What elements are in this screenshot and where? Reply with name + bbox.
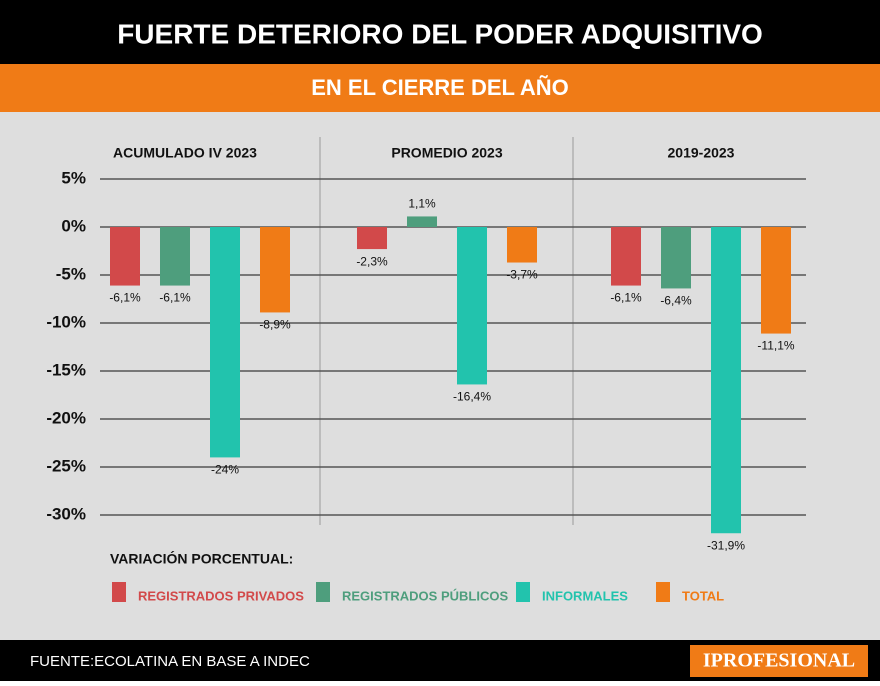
value-label: -24%: [211, 463, 239, 477]
bar: [210, 227, 240, 458]
group-label: 2019-2023: [668, 145, 735, 161]
legend-label: REGISTRADOS PÚBLICOS: [342, 588, 508, 603]
legend-label: REGISTRADOS PRIVADOS: [138, 588, 304, 603]
value-label: -3,7%: [506, 268, 538, 282]
bar: [457, 227, 487, 385]
y-tick-label: -15%: [46, 360, 86, 379]
logo: IPROFESIONAL: [703, 650, 855, 672]
value-label: -6,1%: [610, 291, 642, 305]
group-label: ACUMULADO IV 2023: [113, 145, 257, 161]
value-label: 1,1%: [408, 197, 436, 211]
bar: [661, 227, 691, 289]
y-tick-label: -30%: [46, 504, 86, 523]
legend-swatch: [112, 582, 126, 602]
legend-label: INFORMALES: [542, 588, 628, 603]
y-tick-label: -20%: [46, 408, 86, 427]
logo-box: [690, 645, 868, 677]
group-label: PROMEDIO 2023: [391, 145, 502, 161]
value-label: -11,1%: [757, 339, 794, 353]
chart-title: FUERTE DETERIORO DEL PODER ADQUISITIVO: [117, 18, 763, 49]
source: FUENTE:ECOLATINA EN BASE A INDEC: [30, 653, 310, 670]
value-label: -8,9%: [259, 318, 291, 332]
y-tick-label: -5%: [56, 264, 86, 283]
value-label: -6,4%: [660, 294, 692, 308]
bar: [407, 216, 437, 227]
bar: [761, 227, 791, 334]
value-label: -16,4%: [453, 390, 491, 404]
legend-label: TOTAL: [682, 588, 724, 603]
bar: [507, 227, 537, 263]
y-tick-label: 0%: [61, 216, 86, 235]
bar: [160, 227, 190, 286]
bar: [260, 227, 290, 313]
bar: [110, 227, 140, 286]
header: [0, 0, 880, 64]
y-tick-label: -10%: [46, 312, 86, 331]
y-tick-label: 5%: [61, 168, 86, 187]
bar: [711, 227, 741, 534]
value-label: -6,1%: [159, 291, 191, 305]
chart-subtitle: EN EL CIERRE DEL AÑO: [311, 75, 569, 100]
y-tick-label: -25%: [46, 456, 86, 475]
bar: [611, 227, 641, 286]
legend-swatch: [656, 582, 670, 602]
legend-swatch: [316, 582, 330, 602]
value-label: -6,1%: [109, 291, 141, 305]
legend-title: VARIACIÓN PORCENTUAL:: [110, 550, 293, 567]
value-label: -31,9%: [707, 538, 745, 552]
value-label: -2,3%: [356, 254, 388, 268]
legend-swatch: [516, 582, 530, 602]
bar: [357, 227, 387, 250]
subtitle-band: [0, 64, 880, 112]
